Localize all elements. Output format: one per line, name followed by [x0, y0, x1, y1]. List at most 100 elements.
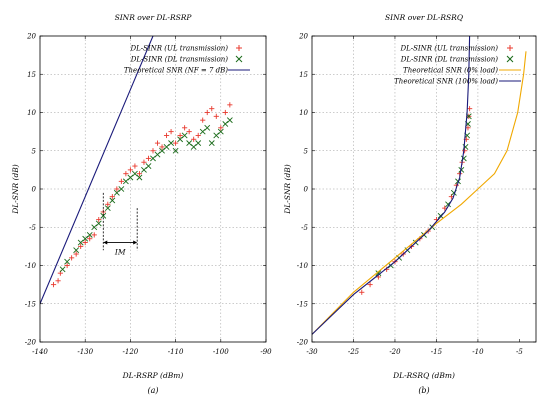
- data-point-cross: [186, 140, 193, 147]
- data-point-plus: [87, 236, 93, 242]
- chart-title: SINR over DL-RSRP: [115, 13, 193, 22]
- panel-caption: (a): [147, 386, 158, 395]
- data-point-plus: [191, 136, 197, 142]
- data-point-cross: [132, 170, 138, 177]
- legend-label: DL-SINR (UL transmission): [400, 45, 499, 53]
- y-tick-label: 15: [27, 71, 36, 79]
- data-point-cross: [195, 140, 202, 147]
- marker-stroke: [141, 166, 147, 173]
- y-tick-label: 5: [304, 147, 309, 155]
- data-point-plus: [69, 255, 75, 261]
- marker-stroke: [208, 140, 215, 147]
- marker-stroke: [118, 186, 125, 192]
- data-point-plus: [213, 113, 219, 119]
- data-point-cross: [177, 136, 184, 143]
- data-point-cross: [213, 132, 220, 139]
- data-point-plus: [367, 282, 373, 288]
- data-point-plus: [123, 171, 129, 177]
- data-point-plus: [64, 262, 70, 269]
- marker-stroke: [190, 144, 197, 150]
- data-point-plus: [359, 289, 365, 295]
- x-tick-label: -110: [168, 348, 184, 356]
- data-point-plus: [118, 178, 124, 184]
- data-point-plus: [82, 239, 88, 246]
- data-point-plus: [132, 163, 138, 169]
- marker-stroke: [159, 147, 165, 154]
- y-tick-label: 0: [304, 186, 309, 194]
- marker-stroke: [64, 258, 71, 265]
- marker-stroke: [204, 124, 211, 131]
- data-area: [40, 36, 233, 305]
- series-line: [40, 36, 154, 305]
- y-tick-label: -10: [297, 262, 309, 270]
- x-axis-label: DL-RSRQ (dBm): [392, 371, 455, 380]
- marker-stroke: [109, 197, 116, 204]
- marker-stroke: [163, 144, 170, 150]
- data-point-cross: [204, 124, 211, 131]
- data-point-plus: [218, 125, 224, 131]
- data-point-cross: [104, 205, 111, 212]
- x-tick-label: -5: [516, 348, 523, 356]
- data-point-plus: [145, 155, 152, 161]
- data-point-plus: [150, 148, 156, 154]
- data-point-plus: [182, 125, 188, 131]
- x-tick-label: -10: [472, 348, 484, 356]
- marker-stroke: [222, 121, 229, 127]
- data-point-cross: [208, 140, 215, 147]
- data-point-plus: [222, 109, 228, 116]
- y-axis-label: DL-SNR (dB): [11, 164, 20, 214]
- x-tick-label: -25: [348, 348, 360, 356]
- data-point-cross: [136, 174, 143, 181]
- legend: DL-SINR (UL transmission) DL-SINR (DL tra…: [394, 45, 521, 86]
- data-point-cross: [217, 128, 224, 135]
- data-point-plus: [114, 186, 120, 192]
- marker-stroke: [186, 140, 193, 147]
- data-point-cross: [154, 151, 161, 158]
- marker-stroke: [113, 189, 120, 196]
- y-tick-label: 20: [26, 33, 36, 41]
- series-line: [312, 36, 471, 335]
- legend-swatch-cross: [506, 55, 514, 63]
- y-tick-label: 20: [298, 33, 308, 41]
- marker-stroke: [132, 170, 138, 177]
- data-point-plus: [105, 201, 111, 207]
- marker-stroke: [73, 247, 80, 254]
- x-tick-label: -90: [260, 348, 272, 356]
- annotation-arrow-head-right: [133, 240, 138, 245]
- y-tick-label: -15: [25, 300, 37, 308]
- annotation-arrow-head-left: [103, 240, 108, 245]
- x-axis-label: DL-RSRP (dBm): [122, 371, 184, 380]
- marker-stroke: [127, 174, 134, 181]
- data-point-cross: [64, 258, 71, 265]
- data-point-plus: [141, 159, 147, 165]
- legend-label: DL-SINR (DL transmission): [400, 56, 498, 64]
- y-tick-label: 15: [299, 71, 308, 79]
- data-point-cross: [181, 132, 188, 139]
- data-point-cross: [113, 189, 120, 196]
- marker-stroke: [95, 220, 102, 227]
- marker-stroke: [154, 151, 161, 158]
- marker-stroke: [195, 140, 202, 147]
- data-point-cross: [145, 163, 152, 169]
- legend: DL-SINR (UL transmission) DL-SINR (DL tra…: [124, 45, 250, 75]
- y-tick-label: -10: [25, 262, 37, 270]
- data-point-cross: [150, 155, 156, 162]
- series-line: [312, 51, 527, 335]
- data-point-plus: [159, 144, 165, 150]
- data-point-plus: [173, 140, 179, 146]
- data-point-cross: [118, 186, 125, 192]
- y-tick-label: -20: [25, 339, 37, 347]
- data-point-plus: [186, 129, 192, 135]
- legend-label: Theoretical SNR (0% load): [403, 67, 498, 75]
- data-point-cross: [122, 178, 129, 185]
- marker-stroke: [168, 140, 174, 147]
- legend-swatch-cross: [235, 55, 243, 63]
- marker-stroke: [104, 205, 111, 212]
- y-tick-label: -15: [297, 300, 309, 308]
- data-point-cross: [172, 147, 179, 154]
- data-point-cross: [59, 266, 66, 273]
- marker-stroke: [177, 136, 184, 143]
- data-point-cross: [226, 117, 233, 124]
- data-point-cross: [82, 235, 89, 242]
- marker-stroke: [150, 155, 156, 162]
